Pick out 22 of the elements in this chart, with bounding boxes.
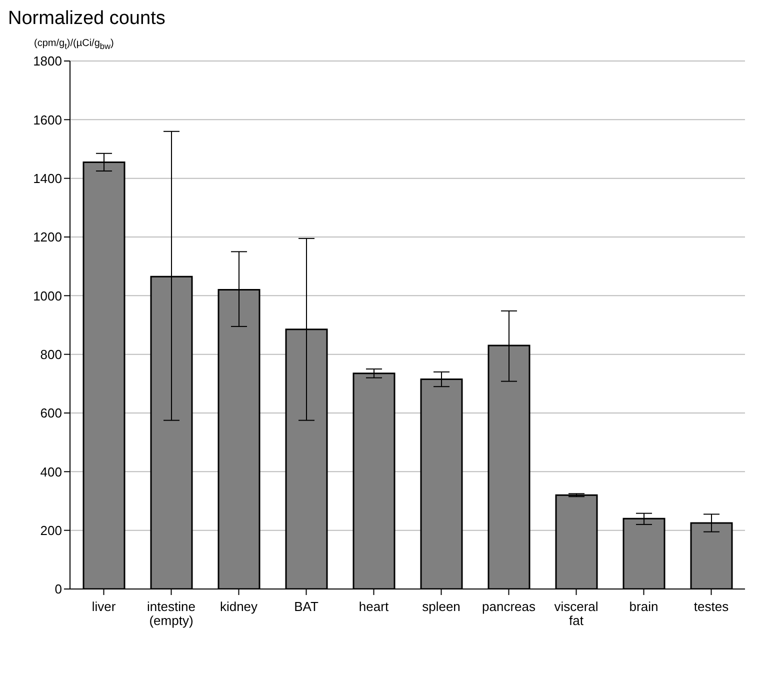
x-tick-label: pancreas (482, 599, 536, 614)
x-tick-label: brain (629, 599, 658, 614)
x-tick-label: intestine (empty) (147, 599, 196, 628)
y-tick-label: 1800 (33, 54, 62, 69)
y-tick-label: 1400 (33, 170, 62, 186)
x-tick-label: BAT (294, 599, 318, 614)
x-tick-label: visceral fat (554, 599, 598, 628)
y-tick-label: 400 (40, 464, 62, 480)
y-tick-label: 1600 (33, 112, 62, 128)
chart-title: Normalized counts (8, 8, 166, 30)
x-tick-label: liver (92, 599, 116, 614)
x-tick-label: spleen (422, 599, 460, 614)
y-tick-label: 600 (40, 406, 62, 421)
x-tick-label: heart (358, 599, 389, 614)
y-tick-label: 800 (40, 346, 62, 362)
y-tick-label: 1200 (33, 230, 62, 245)
y-axis-title: (cpm/g$_{t}$)/(µCi/g$_{bw}$) (34, 38, 115, 51)
y-tick-label: 200 (40, 522, 62, 538)
y-tick-label: 0 (54, 582, 62, 597)
x-tick-label: kidney (220, 599, 258, 614)
x-tick-label: testes (694, 599, 730, 614)
y-tick-label: 1000 (33, 288, 62, 304)
